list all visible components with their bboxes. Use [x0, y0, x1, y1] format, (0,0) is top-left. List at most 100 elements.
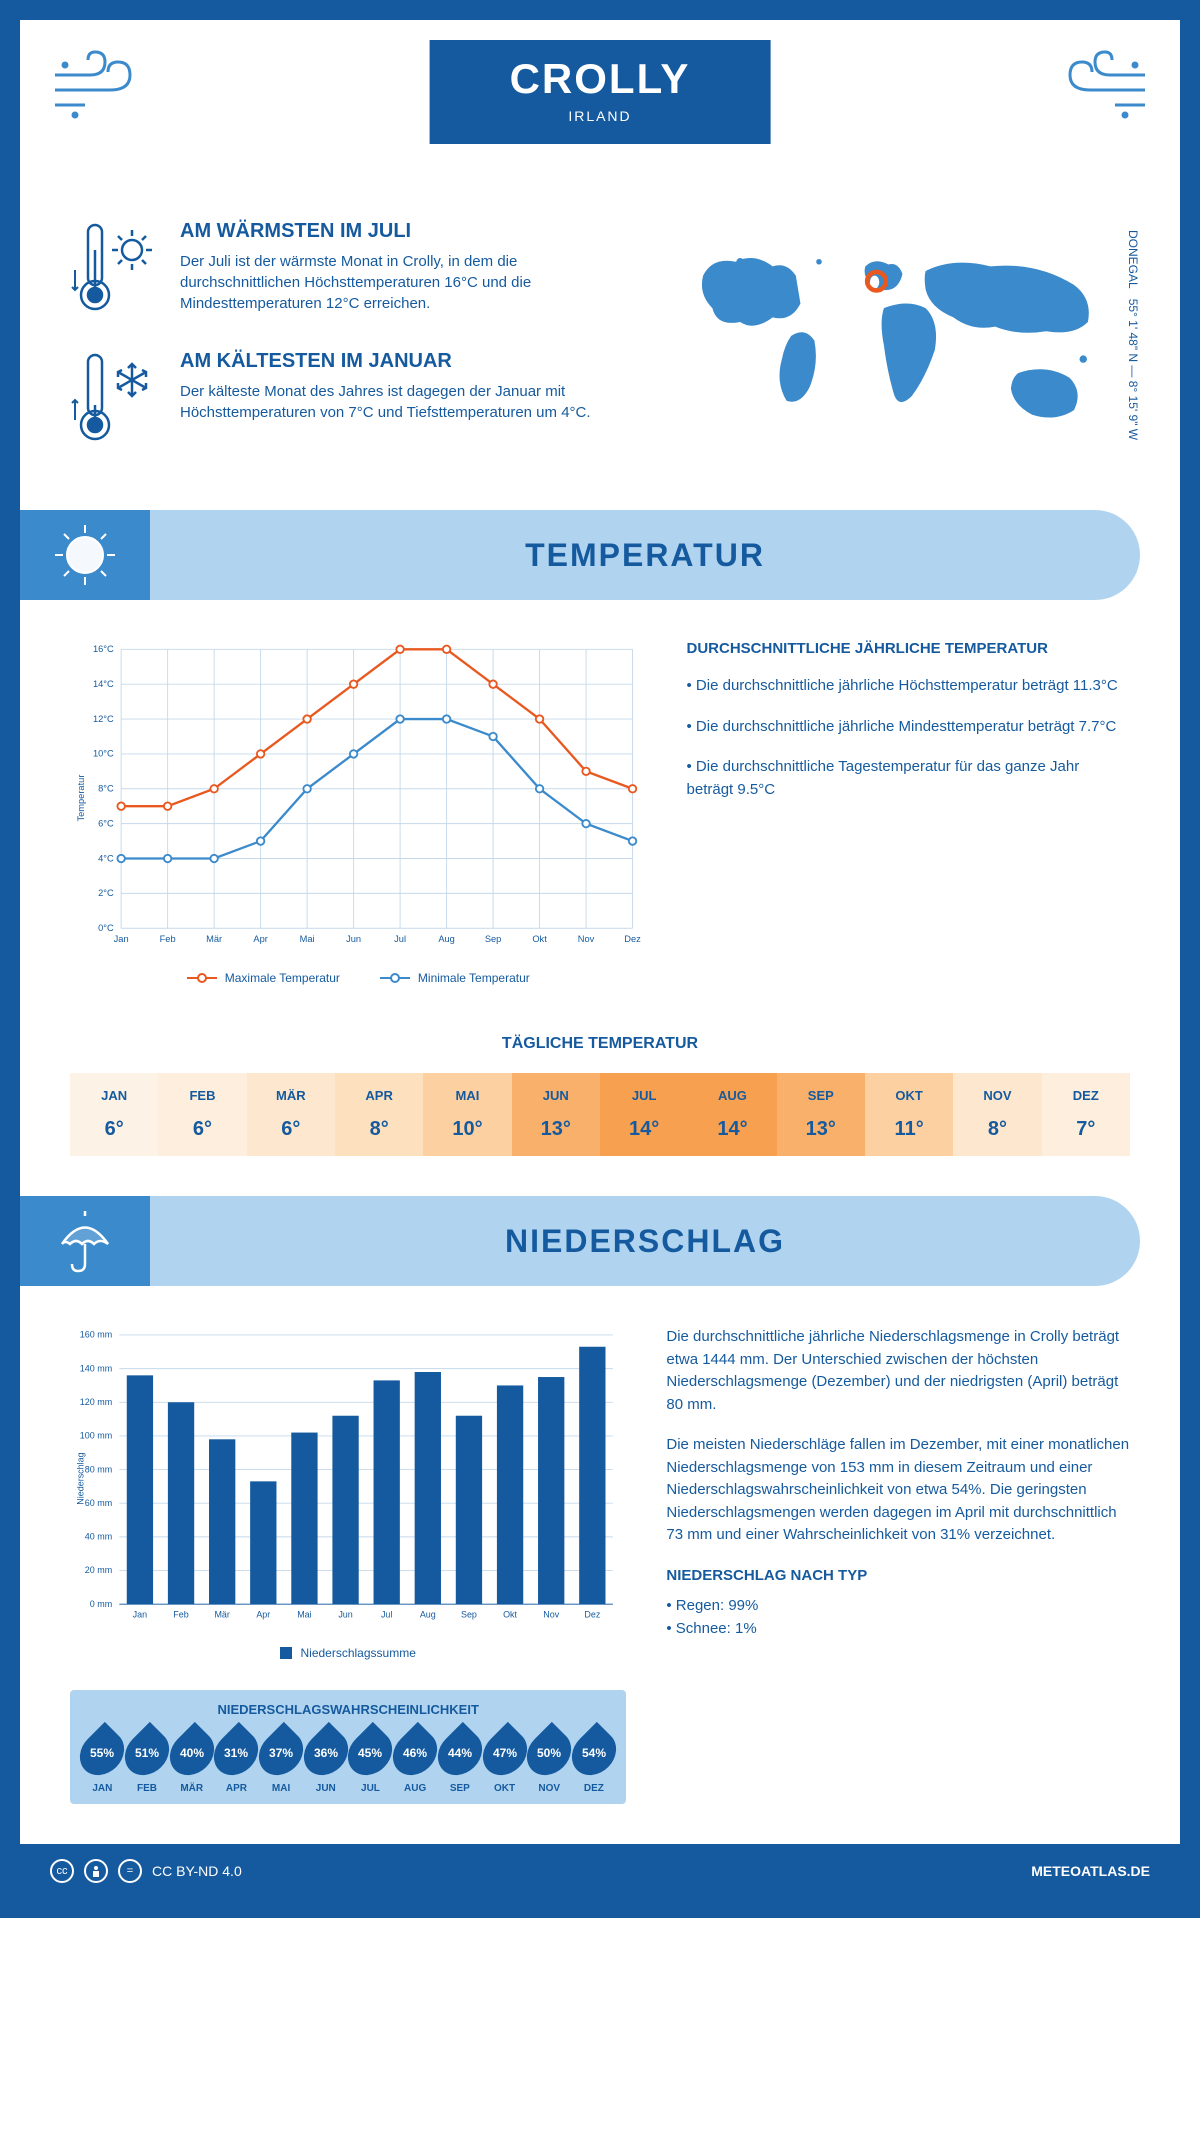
- probability-drop: 51%FEB: [127, 1729, 167, 1794]
- by-icon: [84, 1859, 108, 1883]
- coldest-title: AM KÄLTESTEN IM JANUAR: [180, 350, 626, 373]
- temp-bullet: • Die durchschnittliche Tagestemperatur …: [687, 756, 1130, 801]
- svg-text:Jun: Jun: [338, 1610, 352, 1620]
- svg-text:Sep: Sep: [461, 1610, 477, 1620]
- precip-type-title: NIEDERSCHLAG NACH TYP: [666, 1565, 1130, 1588]
- svg-text:4°C: 4°C: [98, 853, 114, 863]
- temp-bullet: • Die durchschnittliche jährliche Mindes…: [687, 716, 1130, 739]
- temp-cell: JUN13°: [512, 1073, 600, 1156]
- probability-drop: 55%JAN: [82, 1729, 122, 1794]
- svg-text:20 mm: 20 mm: [85, 1565, 112, 1575]
- svg-text:Mär: Mär: [214, 1610, 229, 1620]
- svg-text:Dez: Dez: [624, 934, 641, 944]
- coordinates: DONEGAL 55° 1' 48" N — 8° 15' 9" W: [1126, 230, 1140, 440]
- precip-type: • Regen: 99%: [666, 1595, 1130, 1618]
- header: CROLLY IRLAND: [20, 20, 1180, 200]
- umbrella-icon: [20, 1196, 150, 1286]
- daily-temp-grid: JAN6°FEB6°MÄR6°APR8°MAI10°JUN13°JUL14°AU…: [70, 1073, 1130, 1156]
- temp-cell: FEB6°: [158, 1073, 246, 1156]
- city-title: CROLLY: [510, 55, 691, 103]
- legend-max: .legend-item:nth-child(1) .legend-line::…: [187, 971, 340, 985]
- precipitation-band: NIEDERSCHLAG: [20, 1196, 1140, 1286]
- svg-text:16°C: 16°C: [93, 644, 114, 654]
- temp-info-title: DURCHSCHNITTLICHE JÄHRLICHE TEMPERATUR: [687, 640, 1130, 657]
- svg-text:Aug: Aug: [438, 934, 455, 944]
- legend-min: .legend-item:nth-child(2) .legend-line::…: [380, 971, 530, 985]
- wind-icon: [50, 50, 150, 130]
- svg-text:Jul: Jul: [381, 1610, 392, 1620]
- svg-text:Jul: Jul: [394, 934, 406, 944]
- warmest-block: AM WÄRMSTEN IM JULI Der Juli ist der wär…: [70, 220, 626, 320]
- temperature-chart: 0°C2°C4°C6°C8°C10°C12°C14°C16°CJanFebMär…: [70, 640, 647, 985]
- country-subtitle: IRLAND: [510, 108, 691, 124]
- probability-drop: 31%APR: [216, 1729, 256, 1794]
- svg-text:6°C: 6°C: [98, 818, 114, 828]
- svg-text:Nov: Nov: [543, 1610, 559, 1620]
- svg-text:Mai: Mai: [300, 934, 315, 944]
- svg-text:Okt: Okt: [503, 1610, 517, 1620]
- prob-title: NIEDERSCHLAGSWAHRSCHEINLICHKEIT: [80, 1702, 616, 1717]
- svg-text:0 mm: 0 mm: [90, 1599, 112, 1609]
- title-ribbon: CROLLY IRLAND: [430, 40, 771, 144]
- svg-text:160 mm: 160 mm: [80, 1330, 112, 1340]
- probability-drop: 50%NOV: [529, 1729, 569, 1794]
- temp-cell: AUG14°: [688, 1073, 776, 1156]
- svg-text:Feb: Feb: [160, 934, 176, 944]
- precip-text: Die durchschnittliche jährliche Niedersc…: [666, 1326, 1130, 1416]
- coldest-block: AM KÄLTESTEN IM JANUAR Der kälteste Mona…: [70, 350, 626, 450]
- cc-icon: cc: [50, 1859, 74, 1883]
- svg-text:Temperatur: Temperatur: [76, 775, 86, 822]
- thermometer-snow-icon: [70, 350, 160, 450]
- svg-text:60 mm: 60 mm: [85, 1498, 112, 1508]
- temp-bullet: • Die durchschnittliche jährliche Höchst…: [687, 675, 1130, 698]
- probability-drop: 54%DEZ: [574, 1729, 614, 1794]
- probability-drop: 37%MAI: [261, 1729, 301, 1794]
- legend-precip: Niederschlagssumme: [280, 1646, 415, 1660]
- warmest-title: AM WÄRMSTEN IM JULI: [180, 220, 626, 243]
- nd-icon: =: [118, 1859, 142, 1883]
- temp-cell: OKT11°: [865, 1073, 953, 1156]
- world-map: [666, 220, 1130, 480]
- svg-text:120 mm: 120 mm: [80, 1397, 112, 1407]
- precip-type: • Schnee: 1%: [666, 1618, 1130, 1641]
- temp-cell: DEZ7°: [1042, 1073, 1130, 1156]
- svg-text:Sep: Sep: [485, 934, 502, 944]
- temp-cell: MAI10°: [423, 1073, 511, 1156]
- svg-text:Jan: Jan: [114, 934, 129, 944]
- svg-text:0°C: 0°C: [98, 923, 114, 933]
- probability-drop: 44%SEP: [440, 1729, 480, 1794]
- svg-text:8°C: 8°C: [98, 784, 114, 794]
- license-text: CC BY-ND 4.0: [152, 1863, 242, 1879]
- footer: cc = CC BY-ND 4.0 METEOATLAS.DE: [20, 1844, 1180, 1898]
- thermometer-sun-icon: [70, 220, 160, 320]
- svg-text:Apr: Apr: [253, 934, 267, 944]
- precipitation-chart: 0 mm20 mm40 mm60 mm80 mm100 mm120 mm140 …: [70, 1326, 626, 1660]
- temp-cell: APR8°: [335, 1073, 423, 1156]
- svg-text:Mär: Mär: [206, 934, 222, 944]
- svg-text:Feb: Feb: [173, 1610, 188, 1620]
- svg-text:Jun: Jun: [346, 934, 361, 944]
- svg-text:40 mm: 40 mm: [85, 1532, 112, 1542]
- temp-cell: JUL14°: [600, 1073, 688, 1156]
- svg-text:2°C: 2°C: [98, 888, 114, 898]
- svg-text:14°C: 14°C: [93, 679, 114, 689]
- svg-text:Dez: Dez: [584, 1610, 600, 1620]
- temp-cell: MÄR6°: [247, 1073, 335, 1156]
- section-title: NIEDERSCHLAG: [150, 1223, 1140, 1260]
- temperature-band: TEMPERATUR: [20, 510, 1140, 600]
- probability-drop: 45%JUL: [350, 1729, 390, 1794]
- probability-drop: 46%AUG: [395, 1729, 435, 1794]
- svg-text:Niederschlag: Niederschlag: [75, 1453, 85, 1505]
- wind-icon: [1050, 50, 1150, 130]
- sun-icon: [20, 510, 150, 600]
- svg-text:10°C: 10°C: [93, 749, 114, 759]
- coldest-text: Der kälteste Monat des Jahres ist dagege…: [180, 381, 626, 423]
- svg-text:Okt: Okt: [532, 934, 547, 944]
- probability-box: NIEDERSCHLAGSWAHRSCHEINLICHKEIT 55%JAN51…: [70, 1690, 626, 1804]
- svg-text:Nov: Nov: [578, 934, 595, 944]
- temp-cell: JAN6°: [70, 1073, 158, 1156]
- svg-text:Aug: Aug: [420, 1610, 436, 1620]
- precip-text: Die meisten Niederschläge fallen im Deze…: [666, 1434, 1130, 1547]
- svg-text:80 mm: 80 mm: [85, 1464, 112, 1474]
- temp-cell: SEP13°: [777, 1073, 865, 1156]
